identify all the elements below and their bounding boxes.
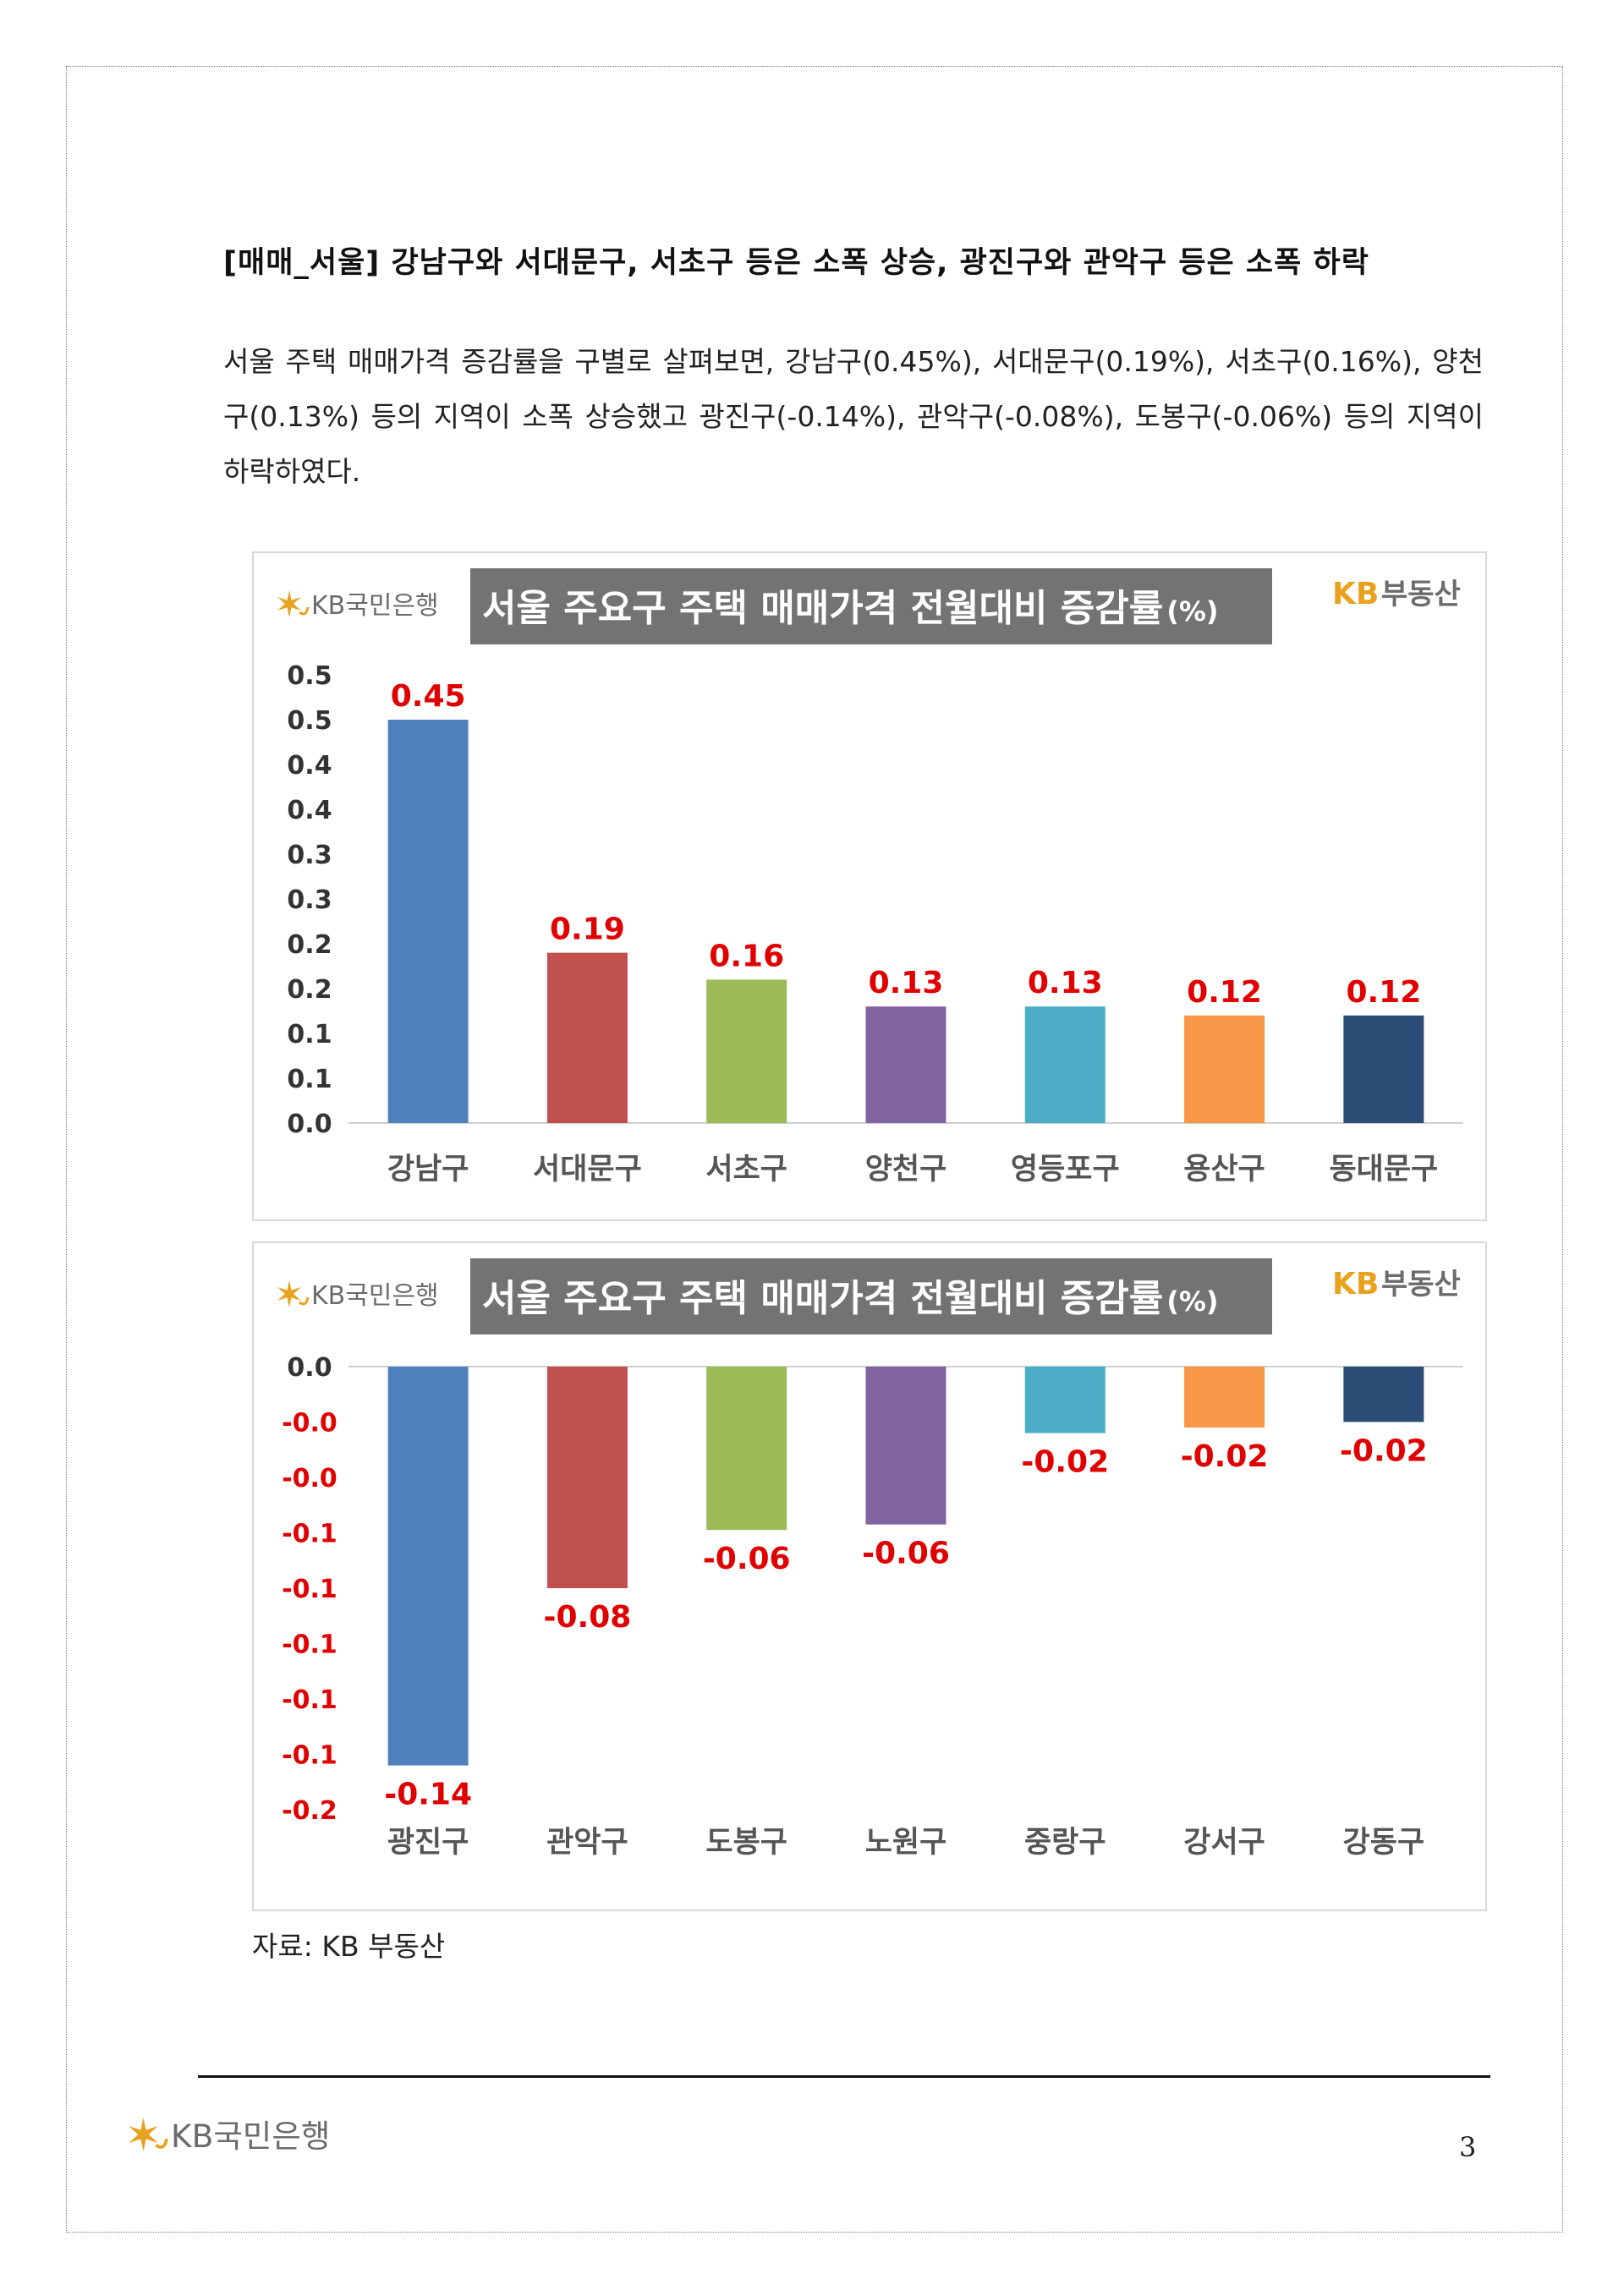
section-heading: [매매_서울] 강남구와 서대문구, 서초구 등은 소폭 상승, 광진구와 관악… <box>223 246 1369 280</box>
bar-영등포구 <box>1024 1006 1106 1123</box>
y-tick-label: -0.1 <box>282 1520 337 1549</box>
kb-star-icon <box>129 2118 168 2151</box>
page-number: 3 <box>1459 2131 1477 2163</box>
y-tick-label: -0.1 <box>282 1741 337 1771</box>
chart-title-text: 서울 주요구 주택 매매가격 전월대비 증감률 <box>482 1277 1163 1320</box>
value-label: 0.12 <box>1346 975 1421 1010</box>
bar-서대문구 <box>546 952 628 1123</box>
bar-광진구 <box>387 1367 469 1766</box>
category-label: 강남구 <box>387 1153 469 1186</box>
chart-title: 서울 주요구 주택 매매가격 전월대비 증감률 (%) <box>482 1277 1219 1320</box>
y-tick-label: 0.3 <box>287 841 332 870</box>
category-label: 용산구 <box>1183 1153 1265 1186</box>
value-label: -0.02 <box>1021 1445 1109 1480</box>
kb-bank-wordmark: KB국민은행 <box>311 591 439 621</box>
bar-동대문구 <box>1343 1015 1424 1123</box>
kb-realestate-logo: KB 부동산 <box>1332 1267 1461 1301</box>
kb-bank-wordmark: KB국민은행 <box>311 1281 439 1311</box>
category-label: 강서구 <box>1183 1826 1265 1860</box>
chart-title-box <box>470 1258 1272 1334</box>
y-tick-label: 0.5 <box>287 661 332 691</box>
footer-divider <box>198 2075 1490 2078</box>
chart-panel-increase: KB국민은행 KB 부동산 서울 주요구 주택 매매가격 전월대비 증감률 (%) 0.5… <box>252 551 1487 1221</box>
category-label: 중랑구 <box>1024 1826 1106 1860</box>
y-tick-label: 0.2 <box>287 930 332 960</box>
kb-bank-logo: KB국민은행 <box>277 1280 439 1311</box>
y-tick-label: -0.0 <box>282 1464 337 1493</box>
chart-title: 서울 주요구 주택 매매가격 전월대비 증감률 (%) <box>482 587 1219 630</box>
category-label: 도봉구 <box>705 1826 787 1860</box>
category-label: 관악구 <box>546 1826 628 1860</box>
chart-title-unit: (%) <box>1166 595 1218 627</box>
bar-도봉구 <box>706 1367 787 1531</box>
value-label: 0.13 <box>869 966 944 1000</box>
y-tick-label: -0.1 <box>282 1630 337 1660</box>
value-label: 0.13 <box>1028 966 1103 1000</box>
chart-panel-decrease: KB국민은행 KB 부동산 서울 주요구 주택 매매가격 전월대비 증감률 (%) 0.0… <box>252 1241 1487 1911</box>
kb-bank-wordmark: KB국민은행 <box>171 2118 330 2155</box>
kb-star-icon <box>277 590 310 617</box>
y-tick-label: 0.4 <box>287 751 332 781</box>
y-tick-label: -0.1 <box>282 1575 337 1604</box>
source-note: 자료: KB 부동산 <box>252 1930 446 1963</box>
kb-bank-logo-footer: KB국민은행 <box>129 2118 330 2155</box>
value-label: -0.02 <box>1340 1434 1428 1469</box>
chart-title-text: 서울 주요구 주택 매매가격 전월대비 증감률 <box>482 587 1163 630</box>
bar-강남구 <box>387 720 469 1123</box>
category-label: 광진구 <box>387 1826 469 1860</box>
y-tick-label: 0.3 <box>287 885 332 915</box>
bar-chart-svg: KB국민은행 KB 부동산 서울 주요구 주택 매매가격 전월대비 증감률 (%) 0.5… <box>277 568 1463 1186</box>
y-tick-label: -0.2 <box>282 1796 337 1826</box>
bar-중랑구 <box>1024 1367 1106 1433</box>
value-label: 0.19 <box>550 912 625 947</box>
bar-노원구 <box>865 1367 946 1525</box>
value-label: -0.06 <box>703 1542 791 1576</box>
y-tick-label: -0.1 <box>282 1685 337 1715</box>
kb-star-icon <box>277 1280 310 1307</box>
value-label: 0.16 <box>709 939 784 973</box>
y-tick-label: 0.0 <box>287 1110 332 1139</box>
y-tick-label: 0.1 <box>287 1065 332 1094</box>
value-label: 0.12 <box>1187 975 1262 1010</box>
chart-title-box <box>470 568 1272 644</box>
category-label: 서대문구 <box>533 1153 642 1186</box>
chart-title-unit: (%) <box>1166 1285 1218 1318</box>
y-tick-label: 0.4 <box>287 796 332 825</box>
kb-realestate-text: 부동산 <box>1381 1268 1461 1301</box>
value-label: 0.45 <box>391 679 466 714</box>
category-label: 노원구 <box>865 1826 947 1860</box>
bar-서초구 <box>706 979 787 1123</box>
category-label: 동대문구 <box>1329 1153 1438 1186</box>
value-label: -0.14 <box>384 1778 472 1812</box>
bar-강동구 <box>1343 1367 1424 1422</box>
bar-chart-svg: KB국민은행 KB 부동산 서울 주요구 주택 매매가격 전월대비 증감률 (%) 0.0… <box>277 1258 1463 1860</box>
y-tick-label: 0.2 <box>287 975 332 1005</box>
kb-realestate-kb: KB <box>1332 577 1379 611</box>
category-label: 강동구 <box>1343 1826 1425 1860</box>
category-label: 영등포구 <box>1011 1153 1120 1186</box>
bar-용산구 <box>1184 1015 1265 1123</box>
y-tick-label: 0.1 <box>287 1020 332 1049</box>
bar-양천구 <box>865 1006 946 1123</box>
value-label: -0.08 <box>544 1600 632 1635</box>
value-label: -0.02 <box>1181 1439 1269 1474</box>
summary-paragraph: 서울 주택 매매가격 증감률을 구별로 살펴보면, 강남구(0.45%), 서대… <box>223 345 1484 488</box>
page-border <box>66 66 1563 2233</box>
category-label: 서초구 <box>705 1153 787 1186</box>
y-tick-label: 0.0 <box>287 1353 332 1383</box>
kb-realestate-logo: KB 부동산 <box>1332 577 1461 611</box>
category-label: 양천구 <box>865 1153 947 1186</box>
kb-realestate-kb: KB <box>1332 1267 1379 1301</box>
kb-bank-logo: KB국민은행 <box>277 590 439 621</box>
y-tick-label: 0.5 <box>287 706 332 736</box>
value-label: -0.06 <box>862 1537 950 1571</box>
bar-관악구 <box>546 1367 628 1588</box>
footer-logo-svg: KB국민은행 <box>129 2118 330 2155</box>
footer-kb-logo: KB국민은행 <box>125 2111 379 2165</box>
kb-realestate-text: 부동산 <box>1381 578 1461 611</box>
bar-강서구 <box>1184 1367 1265 1428</box>
y-tick-label: -0.0 <box>282 1409 337 1438</box>
